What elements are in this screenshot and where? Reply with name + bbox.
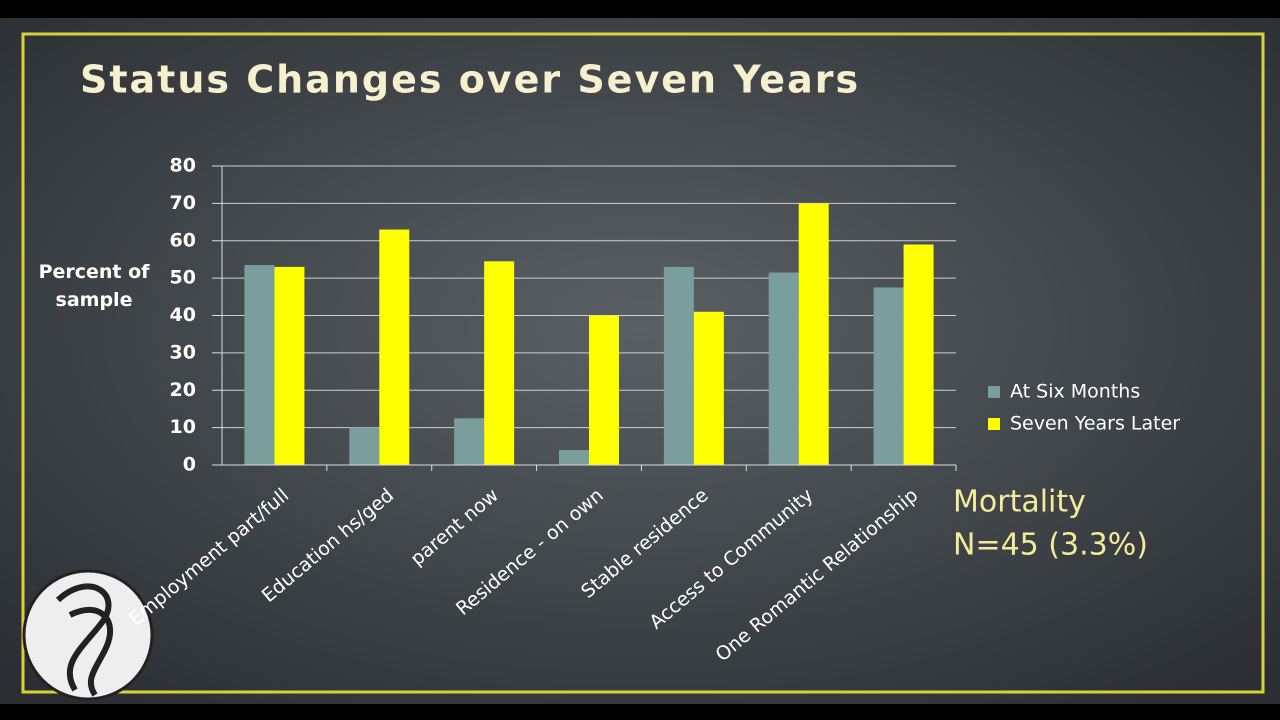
y-tick-label: 60 — [170, 229, 196, 251]
logo — [22, 569, 154, 701]
bar — [903, 244, 934, 465]
y-tick-label: 40 — [170, 304, 196, 326]
bar — [244, 265, 275, 465]
y-tick-label: 10 — [170, 416, 196, 438]
legend-label: Seven Years Later — [1010, 413, 1180, 435]
y-axis-label: Percent of sample — [38, 261, 150, 311]
bar — [589, 315, 619, 465]
legend-swatch — [988, 418, 1000, 430]
y-tick-label: 20 — [170, 379, 196, 401]
slide-border — [21, 32, 1265, 694]
bar — [484, 261, 515, 465]
bar — [454, 418, 485, 465]
y-tick-label: 0 — [183, 454, 196, 476]
y-tick-label: 50 — [170, 267, 196, 289]
legend-label: At Six Months — [1010, 381, 1140, 403]
legend-swatch — [988, 386, 1000, 398]
bar — [798, 203, 829, 465]
bar — [274, 266, 305, 465]
bar — [349, 427, 380, 465]
bar — [873, 287, 904, 465]
bar — [768, 272, 799, 465]
y-tick-label: 70 — [170, 192, 196, 214]
y-tick-label: 80 — [170, 155, 196, 177]
bar — [379, 229, 410, 465]
annotation: Mortality — [953, 485, 1086, 520]
bar — [559, 450, 589, 465]
chart-title: Status Changes over Seven Years — [80, 58, 860, 102]
annotation: N=45 (3.3%) — [953, 528, 1148, 563]
y-tick-label: 30 — [170, 341, 196, 363]
bar — [693, 311, 724, 465]
bar — [663, 266, 694, 465]
slide-background — [0, 18, 1280, 704]
